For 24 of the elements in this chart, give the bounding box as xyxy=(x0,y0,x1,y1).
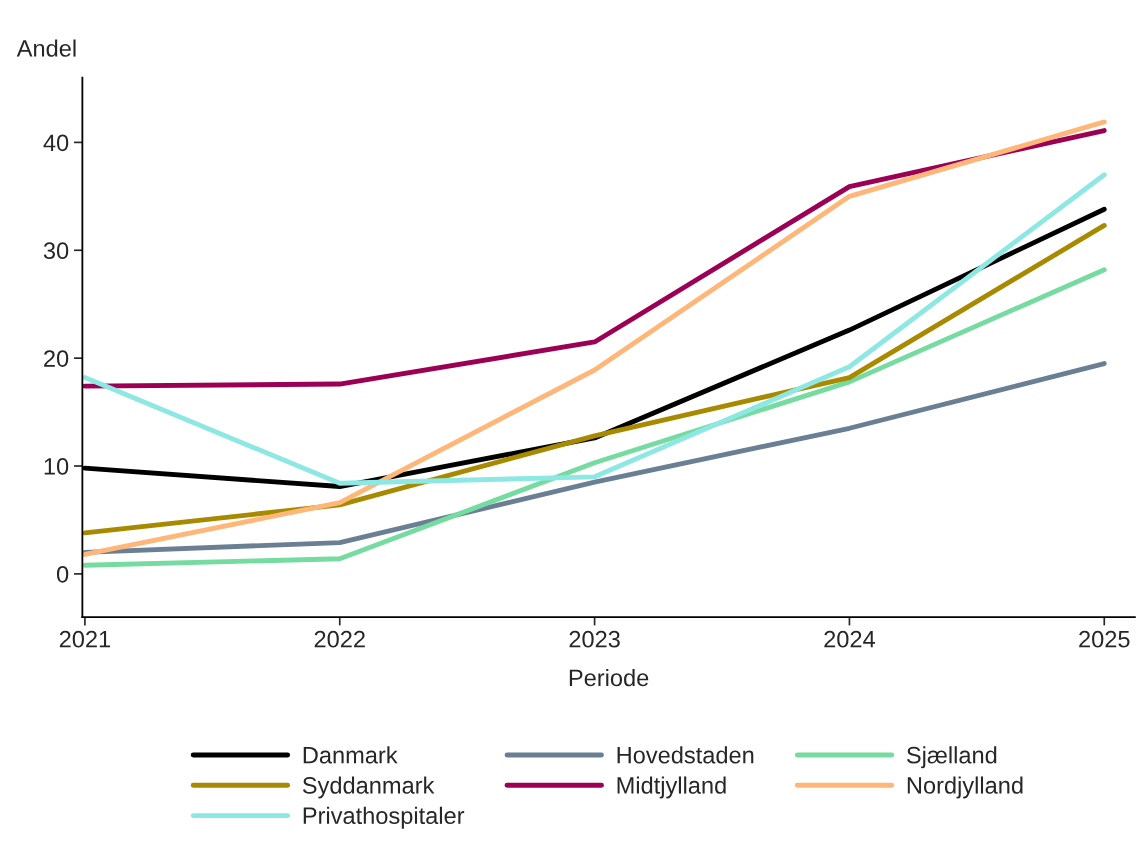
legend-label: Syddanmark xyxy=(302,776,435,799)
line-series xyxy=(82,267,1107,568)
y-tick-label: 30 xyxy=(43,242,69,260)
x-axis-title: Periode xyxy=(569,668,649,687)
y-axis-title: Andel xyxy=(16,39,76,57)
y-tick-label: 40 xyxy=(43,134,69,152)
x-tick-label: 2023 xyxy=(569,630,620,648)
line-series xyxy=(82,128,1107,389)
legend-label: Danmark xyxy=(303,746,398,764)
x-tick-label: 2025 xyxy=(1079,630,1130,648)
x-tick-label: 2021 xyxy=(59,630,111,648)
y-tick-label: 20 xyxy=(44,350,69,367)
line-series xyxy=(82,119,1107,557)
x-tick-label: 2024 xyxy=(824,630,875,648)
line-series xyxy=(82,361,1107,555)
line-series xyxy=(82,223,1107,536)
legend-label: Nordjylland xyxy=(907,776,1023,799)
legend-label: Privathospitaler xyxy=(303,806,465,829)
legend-label: Hovedstaden xyxy=(617,746,754,764)
legend-label: Sjælland xyxy=(906,746,997,769)
y-tick-label: 0 xyxy=(56,565,69,583)
x-tick-label: 2022 xyxy=(314,630,365,648)
legend-label: Midtjylland xyxy=(617,776,726,799)
y-tick-label: 10 xyxy=(44,458,69,475)
